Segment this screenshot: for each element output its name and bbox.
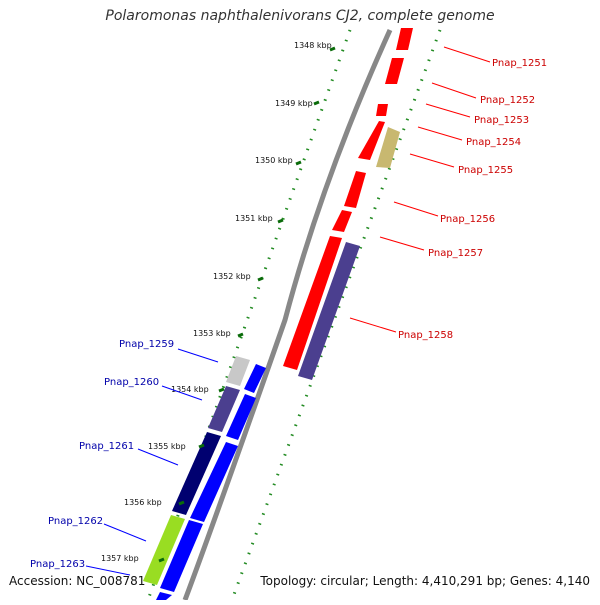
gene-arrow-pnap-1259[interactable] [226,356,250,386]
gene-arrow-pnap-1254[interactable] [358,121,385,160]
scale-label: 1356 kbp [124,498,162,507]
gene-label-forward[interactable]: Pnap_1256 [440,214,495,225]
gene-label-connector [417,126,463,141]
gene-arrow-pnap-1260[interactable] [208,386,240,432]
gene-arrow-pnap-1252[interactable] [385,58,404,84]
gene-label-reverse[interactable]: Pnap_1263 [30,559,85,570]
gene-label-forward[interactable]: Pnap_1254 [466,137,521,148]
gene-arrow-pnap-1262[interactable] [143,515,185,585]
gene-arrow-pnap-1257[interactable] [283,236,342,370]
gene-label-forward[interactable]: Pnap_1257 [428,248,483,259]
gene-labels: Pnap_1251 Pnap_1252 Pnap_1253 Pnap_1254 Pnap… [30,46,547,576]
gene-label-connector [443,46,491,63]
gene-arrow-pnap-1251[interactable] [396,28,413,50]
scale-label: 1354 kbp [171,385,209,394]
gene-label-forward[interactable]: Pnap_1253 [474,115,529,126]
topology-label: Topology: circular; Length: 4,410,291 bp… [260,574,590,588]
gene-label-reverse[interactable]: Pnap_1259 [119,339,174,350]
gene-arrow-pnap-1261-rev[interactable] [190,442,238,522]
gene-label-connector [349,317,397,333]
gene-label-connector [425,103,471,118]
scale-label: 1353 kbp [193,329,231,338]
gene-label-connector [177,348,219,363]
gene-arrow-pnap-1262-rev[interactable] [160,520,203,592]
gene-label-connector [137,448,179,466]
gene-arrow-pnap-1253[interactable] [376,104,388,116]
scale-label: 1351 kbp [235,214,273,223]
scale-label: 1352 kbp [213,272,251,281]
gene-label-reverse[interactable]: Pnap_1262 [48,516,103,527]
scale-ticks [158,46,336,563]
gene-arrow-pnap-1254b[interactable] [376,127,400,168]
gene-label-connector [431,82,477,99]
gene-arrow-pnap-1256[interactable] [332,210,352,232]
scale-label: 1350 kbp [255,156,293,165]
gene-label-forward[interactable]: Pnap_1252 [480,95,535,106]
accession-label: Accession: NC_008781 [9,574,146,588]
gene-arrow-pnap-1259-rev[interactable] [244,364,266,393]
gene-label-connector [379,236,425,251]
scale-labels: 1348 kbp 1349 kbp 1350 kbp 1351 kbp 1352 kbp… [101,41,332,563]
gene-label-connector [393,201,439,217]
gene-label-reverse[interactable]: Pnap_1260 [104,377,159,388]
gene-arrow-pnap-1263[interactable] [156,592,172,600]
gene-label-connector [409,153,455,168]
gene-arrow-pnap-1258[interactable] [298,242,360,380]
gene-arrow-pnap-1255[interactable] [344,171,366,208]
gene-label-reverse[interactable]: Pnap_1261 [79,441,134,452]
scale-label: 1349 kbp [275,99,313,108]
gene-label-connector [161,385,203,401]
gene-arrow-pnap-1261[interactable] [172,432,221,515]
scale-label: 1357 kbp [101,554,139,563]
genome-backbone [182,28,393,601]
gene-label-forward[interactable]: Pnap_1258 [398,330,453,341]
map-title: Polaromonas naphthalenivorans CJ2, compl… [105,8,495,24]
gene-label-forward[interactable]: Pnap_1251 [492,58,547,69]
scale-label: 1355 kbp [148,442,186,451]
inner-scale-dots [146,29,352,601]
outer-forward-dots [230,29,442,601]
gene-label-connector [85,565,131,576]
gene-arrow-pnap-1260-rev[interactable] [226,394,256,440]
scale-label: 1348 kbp [294,41,332,50]
gene-label-connector [103,523,147,542]
gene-label-forward[interactable]: Pnap_1255 [458,165,513,176]
